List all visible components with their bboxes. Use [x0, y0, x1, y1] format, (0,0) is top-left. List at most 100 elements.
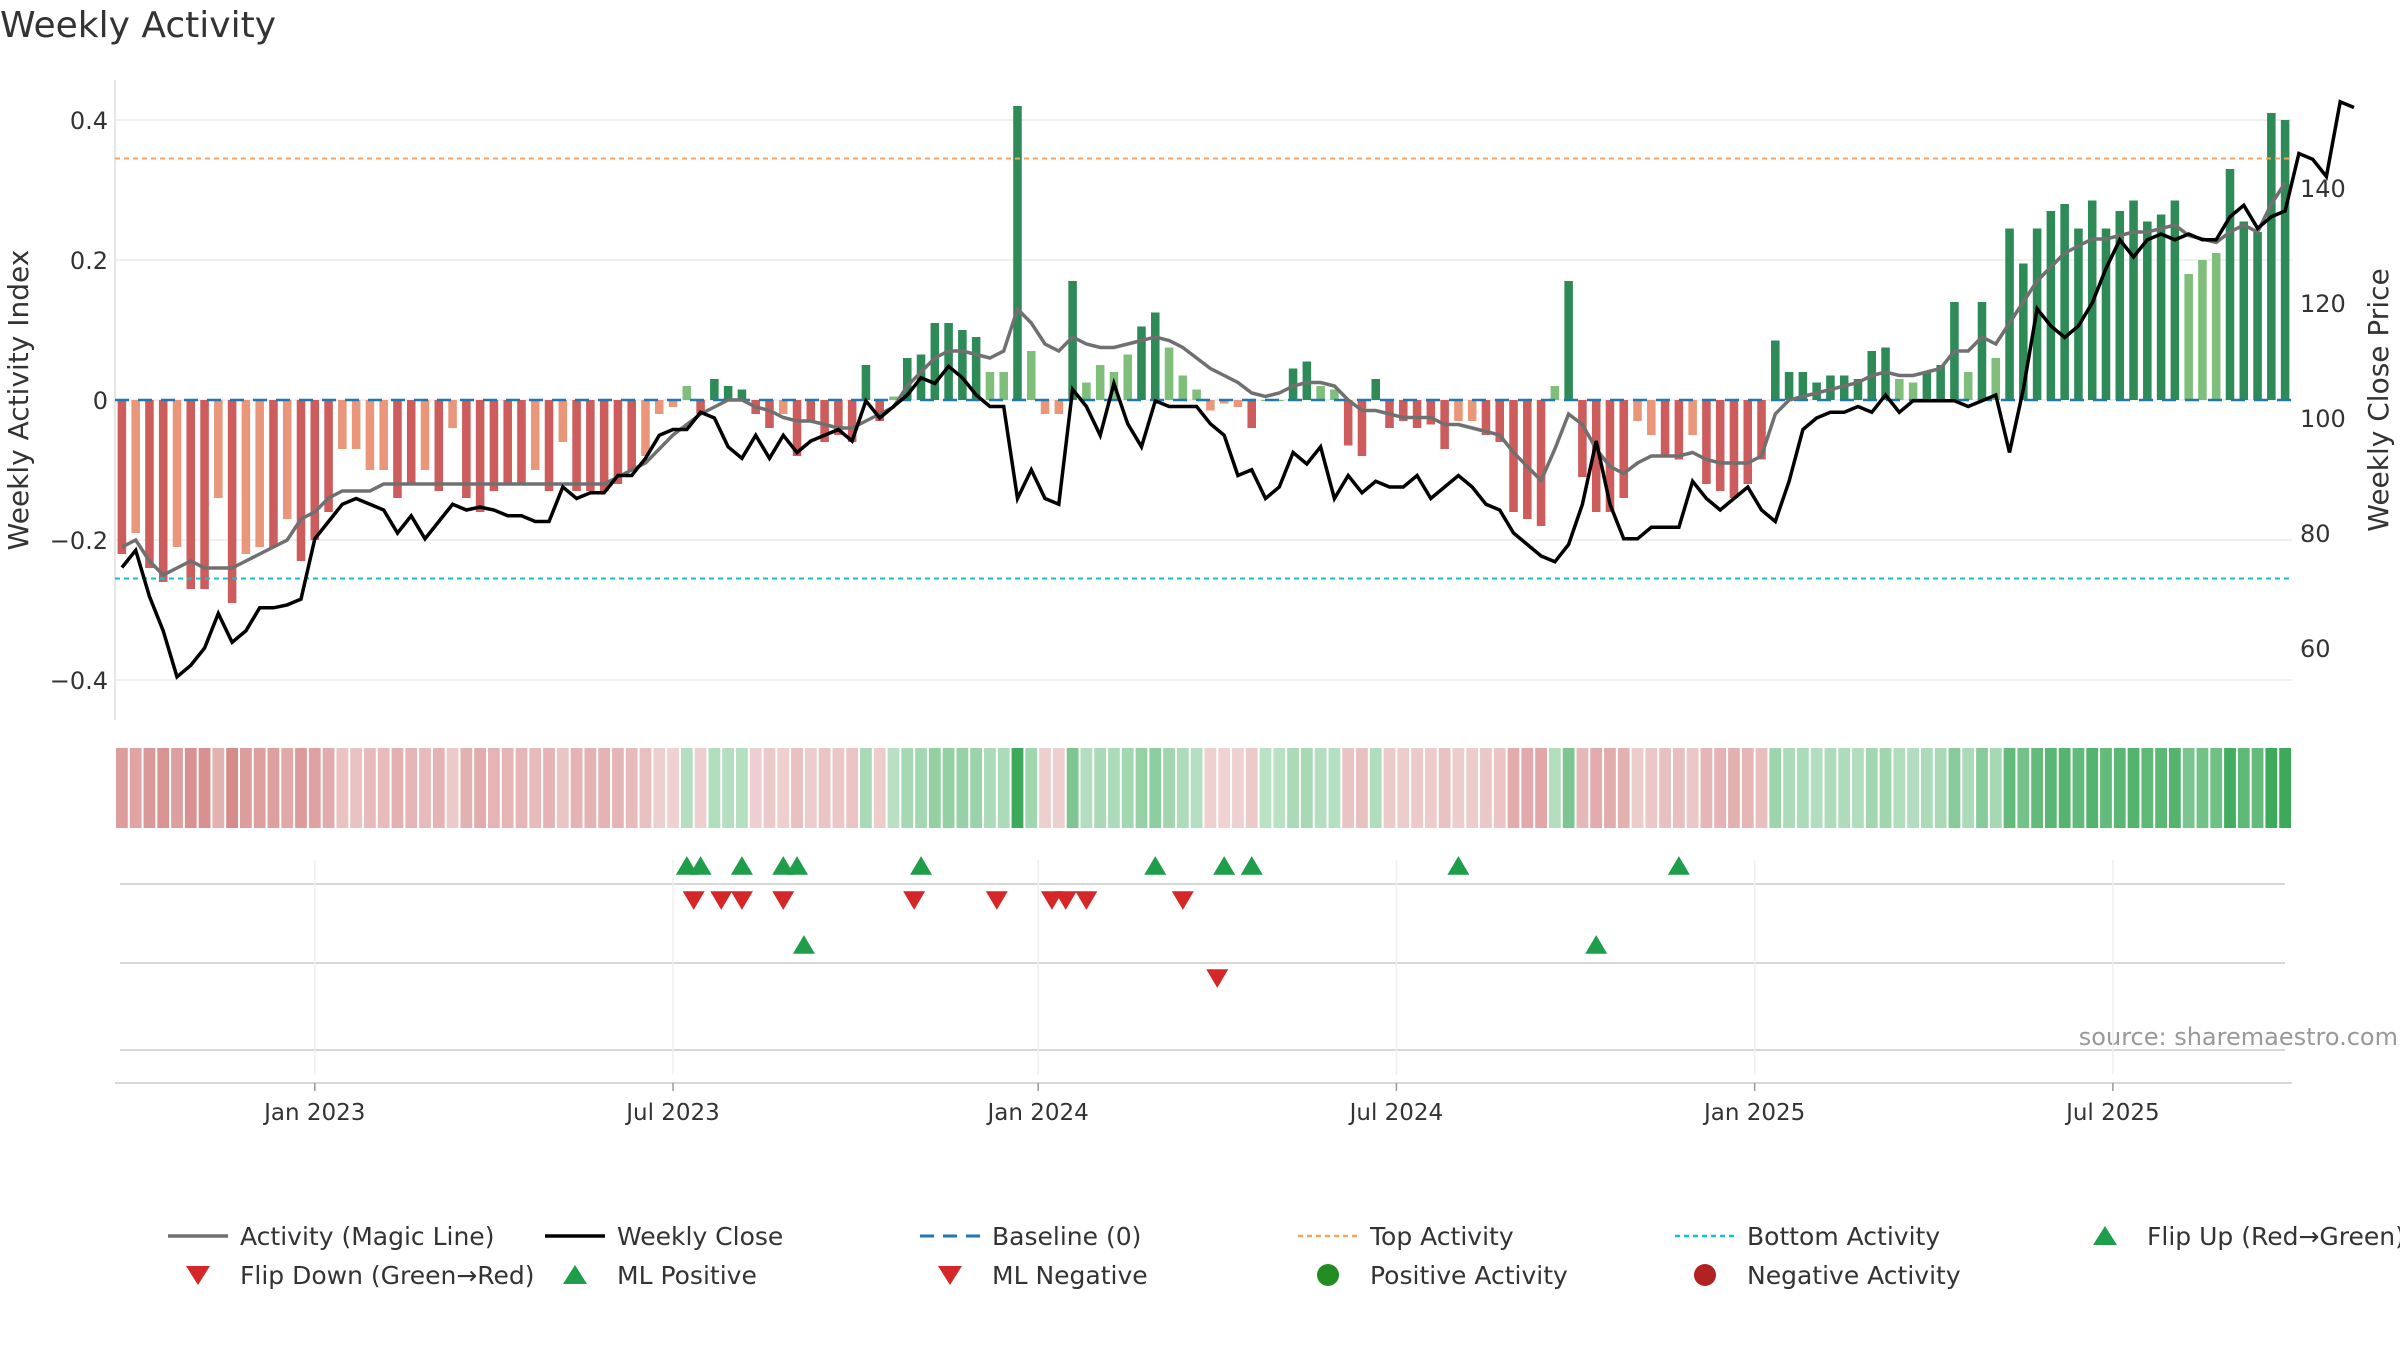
strip-cell — [901, 748, 914, 828]
strip-cell — [777, 748, 790, 828]
strip-cell — [1052, 748, 1065, 828]
strip-cell — [736, 748, 748, 828]
activity-bar — [1151, 312, 1160, 400]
legend-swatch — [1694, 1264, 1716, 1286]
strip-cell — [1094, 748, 1107, 828]
strip-cell — [488, 748, 500, 828]
strip-cell — [1204, 748, 1217, 828]
legend-swatch — [186, 1266, 210, 1285]
y-axis-label: Weekly Activity Index — [2, 250, 35, 551]
activity-bar — [668, 400, 678, 407]
activity-bar — [2046, 211, 2056, 400]
activity-bar — [654, 400, 664, 414]
activity-bar — [1481, 400, 1491, 435]
signal-panel — [115, 856, 2292, 1084]
activity-bar — [2267, 113, 2276, 400]
strip-cell — [1686, 748, 1699, 828]
activity-bar — [1895, 379, 1904, 400]
activity-bar — [765, 400, 774, 428]
activity-bar — [338, 400, 347, 449]
strip-cell — [391, 748, 404, 828]
activity-bar — [613, 400, 623, 484]
activity-bar — [985, 372, 995, 400]
strip-cell — [915, 748, 927, 828]
strip-cell — [2127, 748, 2140, 828]
flip-down-marker — [772, 891, 795, 910]
strip-cell — [1755, 748, 1768, 828]
flip-up-marker — [1144, 856, 1167, 875]
y-tick-label: 0.4 — [70, 107, 108, 135]
strip-cell — [1163, 748, 1175, 828]
activity-bar — [1095, 365, 1105, 400]
main-panel: 0.4 0.2 0 −0.2 −0.4 140 120 100 80 60 — [50, 80, 2355, 720]
legend-label: Flip Up (Red→Green) — [2147, 1222, 2400, 1251]
activity-bar — [1219, 400, 1229, 404]
legend-item: Activity (Magic Line) — [168, 1222, 494, 1251]
activity-bar — [1743, 400, 1753, 484]
flip-up-marker — [772, 856, 795, 875]
strip-cell — [1535, 748, 1547, 828]
activity-bar — [200, 400, 209, 589]
strip-cell — [598, 748, 611, 828]
activity-bar — [214, 400, 223, 498]
strip-cell — [873, 748, 886, 828]
y-tick-label: −0.2 — [50, 527, 108, 555]
strip-cell — [1411, 748, 1423, 828]
strip-cell — [1342, 748, 1355, 828]
strip-cell — [143, 748, 156, 828]
activity-bar — [710, 379, 719, 400]
strip-cell — [1810, 748, 1823, 828]
legend-item: ML Negative — [938, 1261, 1148, 1290]
activity-bar — [847, 400, 857, 442]
strip-cell — [584, 748, 597, 828]
y2-tick-label: 100 — [2300, 405, 2346, 433]
activity-bar — [1936, 365, 1945, 400]
legend-swatch — [1317, 1264, 1339, 1286]
strip-cell — [2168, 748, 2181, 828]
strip-cell — [240, 748, 252, 828]
activity-bar — [1908, 382, 1918, 400]
activity-bar — [1647, 400, 1656, 435]
strip-cell — [432, 748, 445, 828]
activity-bar — [1330, 389, 1339, 400]
strip-cell — [1287, 748, 1299, 828]
strip-cell — [1590, 748, 1603, 828]
activity-bar — [599, 400, 609, 491]
activity-bar — [117, 400, 127, 554]
activity-bar — [820, 400, 829, 442]
strip-cell — [1893, 748, 1906, 828]
strip-cell — [2237, 748, 2250, 828]
activity-bar — [1536, 400, 1546, 526]
strip-cell — [928, 748, 941, 828]
activity-bar — [902, 358, 912, 400]
activity-bar — [1633, 400, 1642, 421]
legend-label: Negative Activity — [1747, 1261, 1961, 1290]
activity-bar — [269, 400, 278, 547]
activity-bar — [131, 400, 140, 533]
activity-bar — [186, 400, 196, 589]
strip-cell — [501, 748, 514, 828]
activity-bar — [558, 400, 568, 442]
strip-cell — [419, 748, 431, 828]
strip-cell — [1080, 748, 1093, 828]
strip-cell — [198, 748, 211, 828]
activity-bar — [2184, 274, 2193, 400]
activity-bar — [1316, 386, 1325, 400]
activity-bar — [1275, 400, 1284, 401]
activity-bar — [351, 400, 361, 449]
activity-bar — [2211, 253, 2221, 400]
strip-cell — [129, 748, 142, 828]
activity-bar — [1357, 400, 1367, 456]
strip-cell — [1879, 748, 1892, 828]
activity-bar — [1578, 400, 1587, 477]
legend-swatch — [2093, 1226, 2117, 1245]
strip-cell — [322, 748, 335, 828]
x-tick-label: Jan 2025 — [1702, 1100, 1805, 1126]
activity-bar — [282, 400, 292, 519]
activity-bar — [1688, 400, 1697, 435]
activity-bar — [1192, 389, 1201, 400]
flip-up-marker — [730, 856, 753, 875]
activity-bar — [2239, 221, 2249, 400]
activity-bar — [462, 400, 471, 498]
activity-bar — [475, 400, 485, 512]
